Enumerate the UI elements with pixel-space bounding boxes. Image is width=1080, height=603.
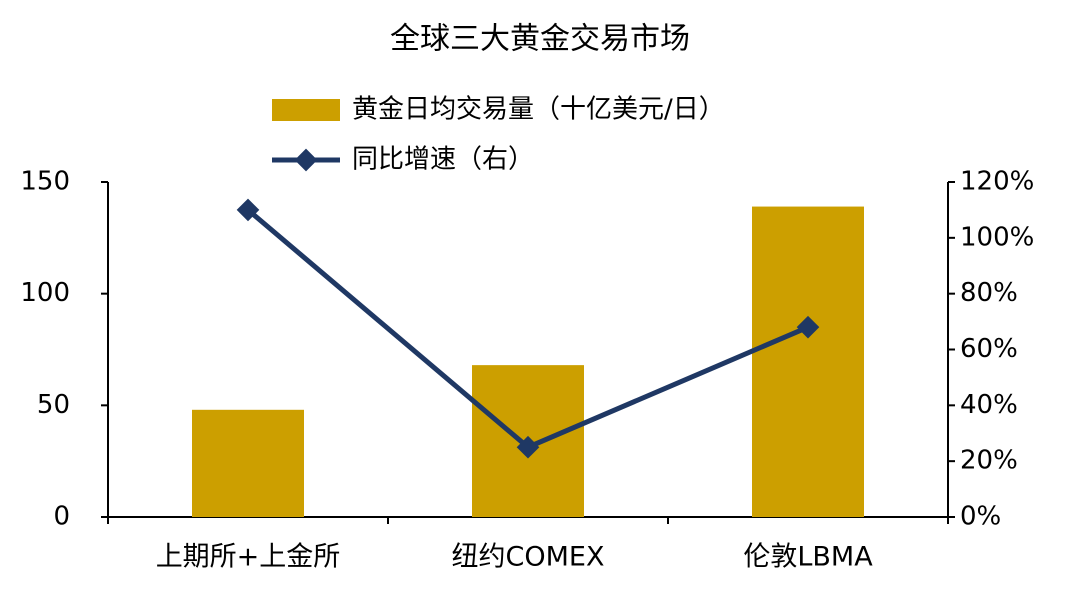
y2-tick-label: 0%	[960, 502, 1001, 532]
legend-label: 黄金日均交易量（十亿美元/日）	[352, 95, 725, 125]
y2-tick-label: 60%	[960, 334, 1018, 364]
bar	[752, 206, 864, 518]
legend-swatch	[272, 99, 340, 121]
y-tick-label: 50	[37, 390, 70, 420]
legend-label: 同比增速（右）	[352, 145, 534, 175]
y-tick-label: 150	[20, 167, 70, 197]
y2-tick-label: 100%	[960, 222, 1034, 252]
y2-tick-label: 40%	[960, 390, 1018, 420]
x-tick-label: 纽约COMEX	[452, 542, 605, 573]
legend-marker	[294, 148, 318, 172]
x-tick-label: 上期所+上金所	[156, 542, 341, 573]
marker	[796, 315, 820, 339]
marker	[516, 435, 540, 459]
y2-tick-label: 80%	[960, 278, 1018, 308]
y-tick-label: 0	[53, 502, 70, 532]
chart-title: 全球三大黄金交易市场	[390, 22, 690, 57]
x-tick-label: 伦敦LBMA	[743, 542, 873, 573]
y2-tick-label: 20%	[960, 446, 1018, 476]
y2-tick-label: 120%	[960, 167, 1034, 197]
y-tick-label: 100	[20, 278, 70, 308]
bar	[192, 409, 304, 517]
